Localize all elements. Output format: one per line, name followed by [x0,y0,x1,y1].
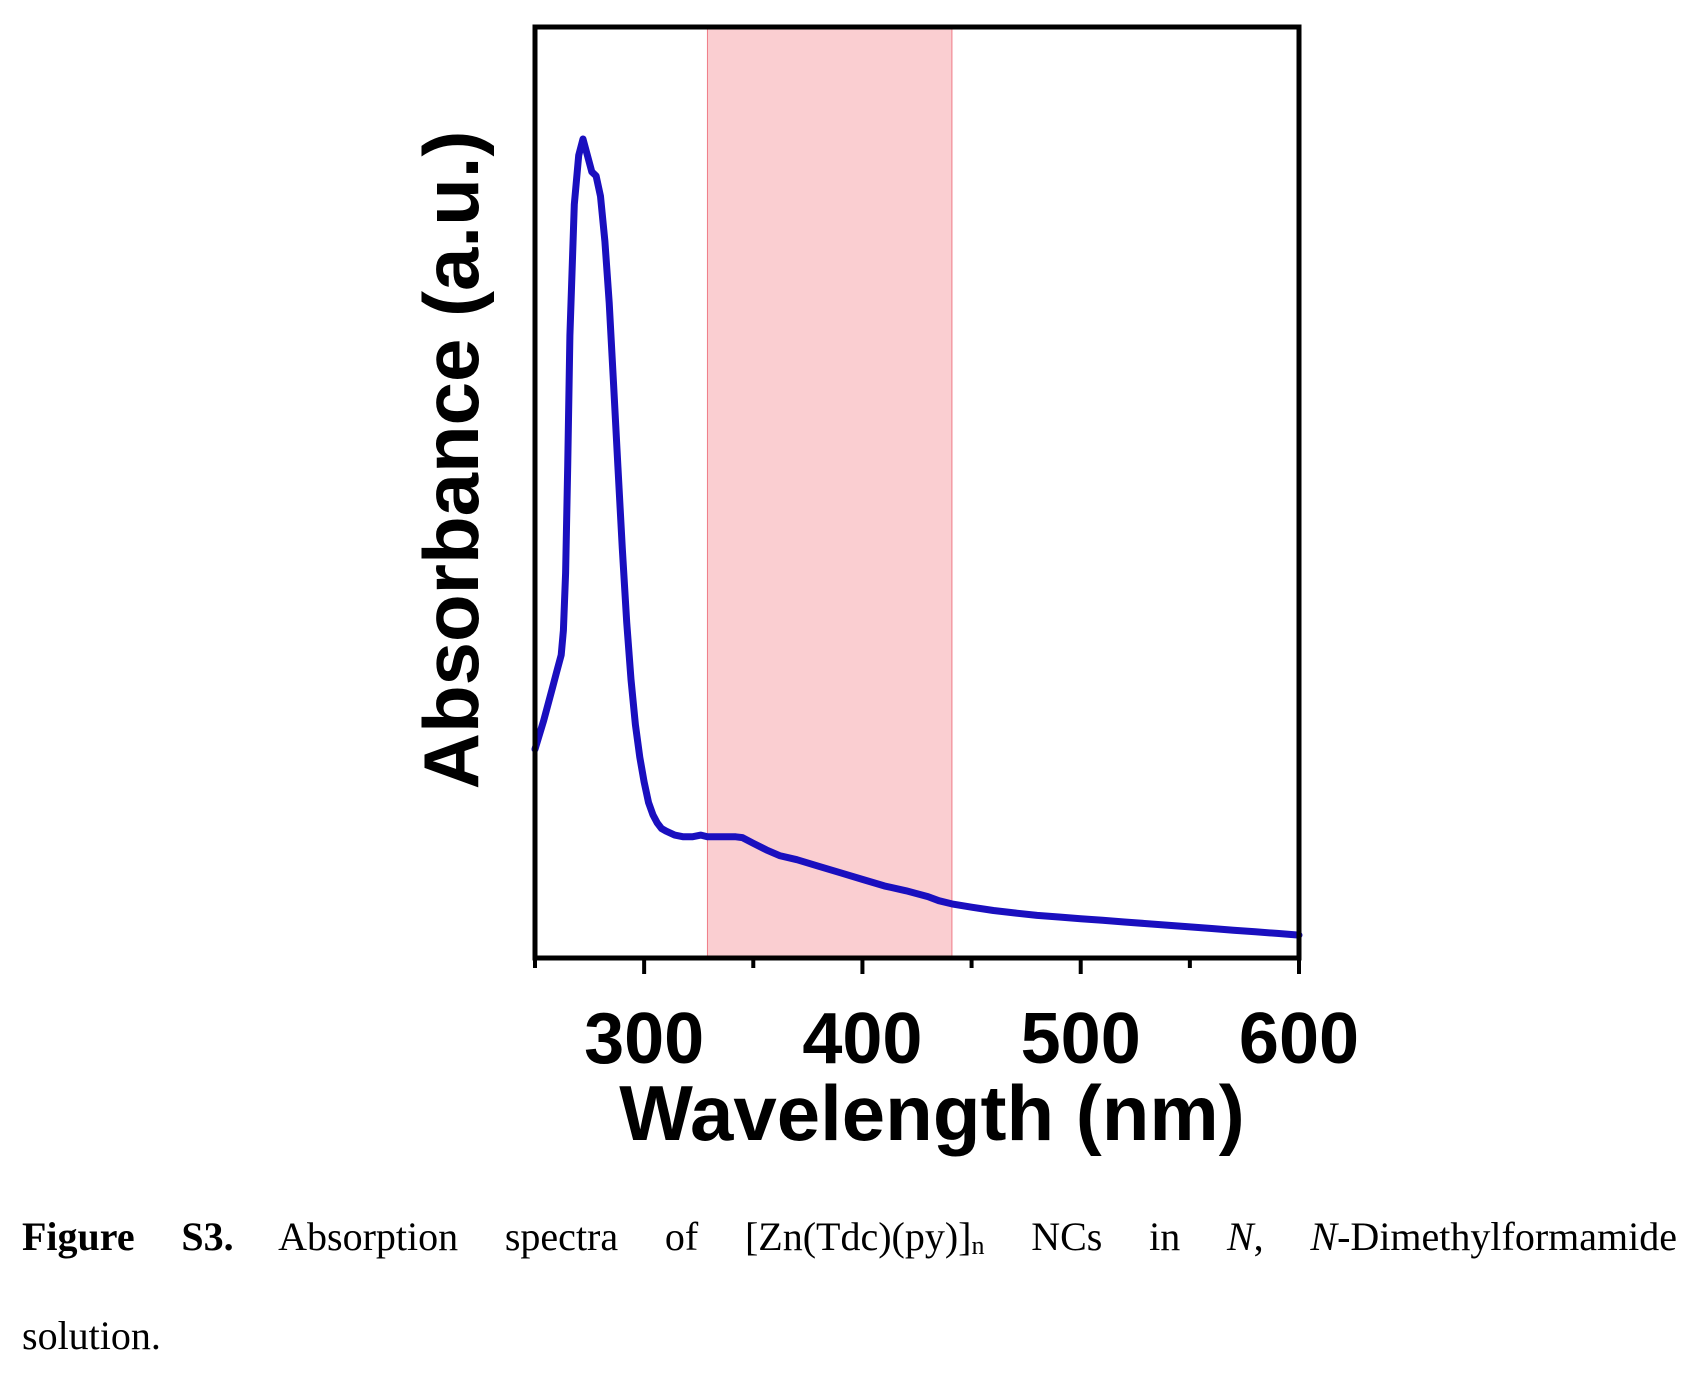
x-axis-title: Wavelength (nm) [619,1069,1244,1157]
absorption-chart: 300 400 500 600 Wavelength (nm) Absorbance … [407,24,1359,1157]
x-tick-label: 500 [1021,999,1141,1079]
caption-text-5: solution. [22,1313,161,1358]
x-tick-labels: 300 400 500 600 [584,999,1359,1079]
caption-italic-1: N [1226,1214,1254,1259]
y-axis-title: Absorbance (a.u.) [407,131,495,790]
highlight-band [706,26,953,959]
caption-text-2: NCs in [984,1214,1227,1259]
caption-italic-2: N [1310,1214,1338,1259]
caption-text-3: , [1253,1214,1311,1259]
figure-caption: Figure S3. Absorption spectra of [Zn(Tdc… [22,1190,1677,1383]
x-tick-label: 400 [802,999,922,1079]
caption-label: Figure S3. [22,1214,234,1259]
caption-subscript: n [971,1231,985,1260]
caption-text-1: Absorption spectra of [Zn(Tdc)(py)] [233,1214,972,1259]
x-tick-label: 600 [1239,999,1359,1079]
plot-frame [532,24,1302,961]
x-tick-label: 300 [584,999,704,1079]
caption-text-4: -Dimethylformamide [1337,1214,1678,1259]
spectrum-line [531,135,1303,939]
